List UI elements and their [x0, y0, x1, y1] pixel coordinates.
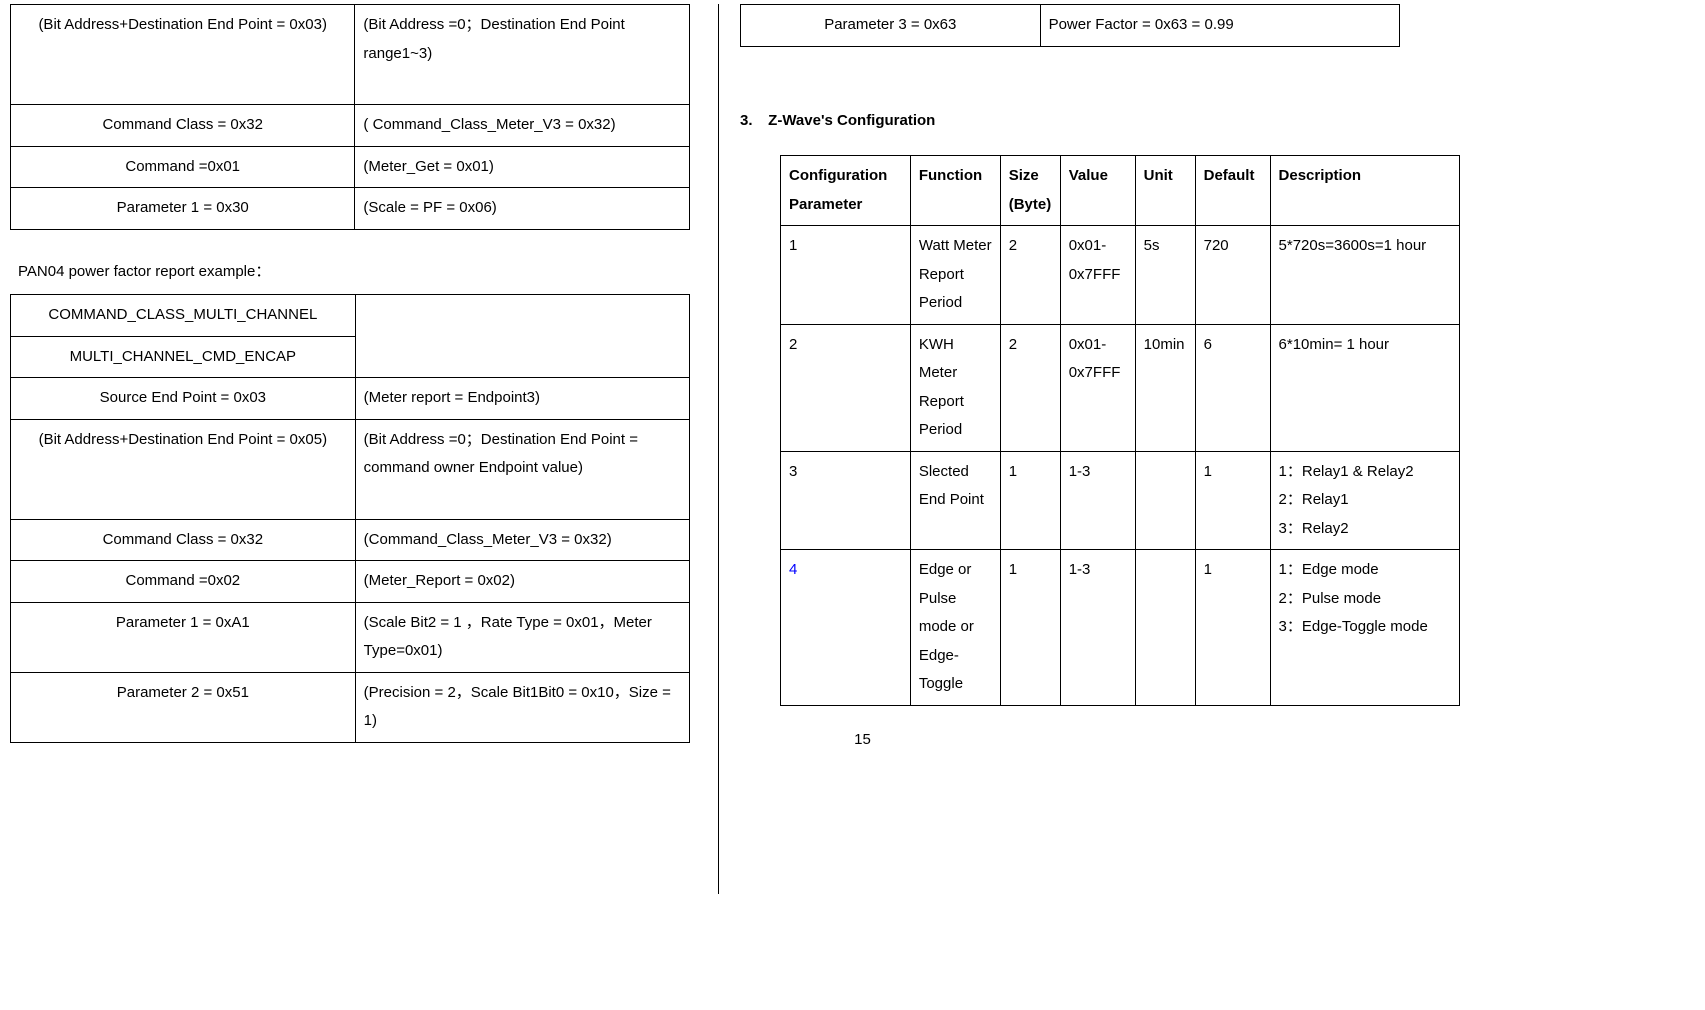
- table-cell: 5s: [1135, 226, 1195, 325]
- column-separator: [718, 4, 719, 894]
- table-cell: (Command_Class_Meter_V3 = 0x32): [355, 519, 689, 561]
- table-cell: Command =0x01: [11, 146, 355, 188]
- table-header: Description: [1270, 156, 1459, 226]
- table-cell: [355, 295, 689, 378]
- table-cell: Watt Meter Report Period: [910, 226, 1000, 325]
- table-header: Configuration Parameter: [781, 156, 911, 226]
- table-cell: (Bit Address =0；Destination End Point ra…: [355, 5, 690, 105]
- table-cell: (Scale = PF = 0x06): [355, 188, 690, 230]
- table-cell: Command =0x02: [11, 561, 356, 603]
- table-cell: 6: [1195, 324, 1270, 451]
- table-cell: 0x01-0x7FFF: [1060, 226, 1135, 325]
- table-cell: KWH Meter Report Period: [910, 324, 1000, 451]
- table-header: Size (Byte): [1000, 156, 1060, 226]
- table-cell: 4: [781, 550, 911, 706]
- page-number: 15: [10, 726, 1705, 755]
- table-cell: (Bit Address+Destination End Point = 0x0…: [11, 419, 356, 519]
- parameter-table: Parameter 3 = 0x63 Power Factor = 0x63 =…: [740, 4, 1400, 47]
- table-cell: [1135, 550, 1195, 706]
- table-cell: 2: [1000, 324, 1060, 451]
- table-cell: Parameter 1 = 0xA1: [11, 602, 356, 672]
- table-cell: 1: [1000, 550, 1060, 706]
- table-cell: Parameter 1 = 0x30: [11, 188, 355, 230]
- table-cell: (Meter_Get = 0x01): [355, 146, 690, 188]
- table-cell: COMMAND_CLASS_MULTI_CHANNEL: [11, 295, 356, 337]
- table-cell: Slected End Point: [910, 451, 1000, 550]
- table-header: Unit: [1135, 156, 1195, 226]
- example-caption: PAN04 power factor report example：: [18, 258, 690, 287]
- table-cell: 1: [1195, 550, 1270, 706]
- table-cell: 1-3: [1060, 451, 1135, 550]
- table-cell: 1-3: [1060, 550, 1135, 706]
- heading-number: 3.: [740, 107, 764, 136]
- heading-text: Z-Wave's Configuration: [768, 112, 935, 129]
- param-cell: Power Factor = 0x63 = 0.99: [1040, 5, 1399, 47]
- table-header: Function: [910, 156, 1000, 226]
- table-cell: 2: [781, 324, 911, 451]
- table-cell: (Meter report = Endpoint3): [355, 378, 689, 420]
- table-cell: 10min: [1135, 324, 1195, 451]
- table-cell: 1: [1000, 451, 1060, 550]
- table-header: Default: [1195, 156, 1270, 226]
- left-column: (Bit Address+Destination End Point = 0x0…: [10, 4, 690, 743]
- table-cell: 1: [1195, 451, 1270, 550]
- section-heading: 3. Z-Wave's Configuration: [740, 107, 1660, 136]
- table-cell: 3: [781, 451, 911, 550]
- table-cell: Command Class = 0x32: [11, 519, 356, 561]
- table-cell: ( Command_Class_Meter_V3 = 0x32): [355, 105, 690, 147]
- table-cell: MULTI_CHANNEL_CMD_ENCAP: [11, 336, 356, 378]
- command-table-2: COMMAND_CLASS_MULTI_CHANNELMULTI_CHANNEL…: [10, 294, 690, 743]
- table-cell: [1135, 451, 1195, 550]
- command-table-1: (Bit Address+Destination End Point = 0x0…: [10, 4, 690, 230]
- table-cell: Edge or Pulse mode or Edge-Toggle: [910, 550, 1000, 706]
- table-cell: (Bit Address =0；Destination End Point = …: [355, 419, 689, 519]
- table-cell: 2: [1000, 226, 1060, 325]
- table-cell: Command Class = 0x32: [11, 105, 355, 147]
- configuration-table: Configuration ParameterFunctionSize (Byt…: [780, 155, 1460, 706]
- right-column: Parameter 3 = 0x63 Power Factor = 0x63 =…: [740, 4, 1660, 743]
- param-cell: Parameter 3 = 0x63: [741, 5, 1041, 47]
- table-cell: 1: [781, 226, 911, 325]
- table-cell: (Scale Bit2 = 1 ，Rate Type = 0x01，Meter …: [355, 602, 689, 672]
- page-container: (Bit Address+Destination End Point = 0x0…: [10, 4, 1695, 743]
- table-header: Value: [1060, 156, 1135, 226]
- table-cell: 720: [1195, 226, 1270, 325]
- table-cell: 1：Edge mode2：Pulse mode3：Edge-Toggle mod…: [1270, 550, 1459, 706]
- table-cell: (Meter_Report = 0x02): [355, 561, 689, 603]
- table-cell: 5*720s=3600s=1 hour: [1270, 226, 1459, 325]
- table-cell: 6*10min= 1 hour: [1270, 324, 1459, 451]
- table-cell: Source End Point = 0x03: [11, 378, 356, 420]
- table-cell: (Bit Address+Destination End Point = 0x0…: [11, 5, 355, 105]
- table-cell: 0x01-0x7FFF: [1060, 324, 1135, 451]
- table-cell: 1：Relay1 & Relay22：Relay13：Relay2: [1270, 451, 1459, 550]
